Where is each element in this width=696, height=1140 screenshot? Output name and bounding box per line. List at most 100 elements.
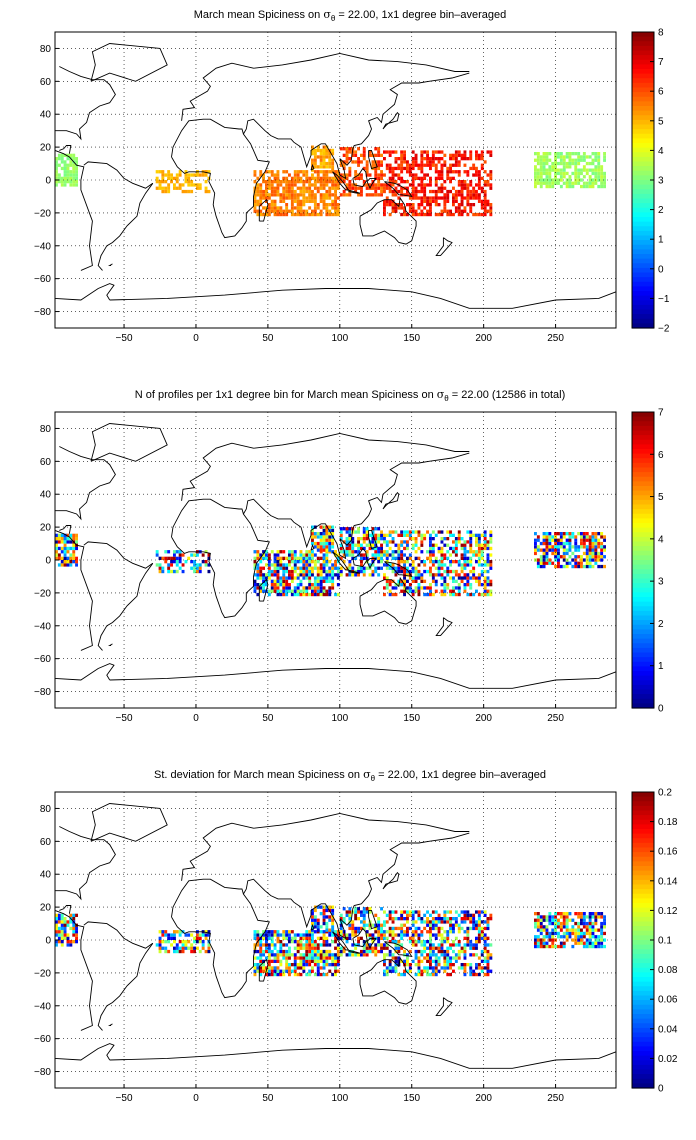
data-cell xyxy=(420,180,424,184)
data-cell xyxy=(551,548,555,552)
data-cell xyxy=(568,184,572,189)
data-cell xyxy=(265,196,268,200)
data-cell xyxy=(457,206,461,210)
data-cell xyxy=(259,589,263,593)
data-cell xyxy=(72,913,76,917)
data-cell xyxy=(466,203,470,207)
colorbar-tick-label: −1 xyxy=(658,294,670,305)
data-cell xyxy=(351,556,355,560)
data-cell xyxy=(452,170,455,174)
data-cell xyxy=(311,915,314,919)
data-cell xyxy=(536,538,540,542)
data-cell xyxy=(426,920,429,924)
colorbar-tick-label: 0.16 xyxy=(658,847,678,858)
data-cell xyxy=(308,936,312,940)
data-cell xyxy=(256,563,260,567)
data-cell xyxy=(305,180,309,184)
data-cell xyxy=(302,943,306,947)
data-cell xyxy=(273,193,277,197)
data-cell xyxy=(322,148,326,153)
data-cell xyxy=(354,550,358,554)
data-cell xyxy=(420,972,424,977)
data-cell xyxy=(426,966,429,970)
data-cell xyxy=(296,963,300,967)
data-cell xyxy=(60,940,64,944)
data-cell xyxy=(591,935,595,939)
data-cell xyxy=(345,936,349,940)
data-cell xyxy=(391,150,395,154)
data-cell xyxy=(545,928,549,932)
data-cell xyxy=(571,564,575,569)
colorbar-step xyxy=(632,1000,654,1006)
data-cell xyxy=(167,563,171,567)
data-cell xyxy=(293,959,297,963)
data-cell xyxy=(311,573,314,577)
data-cell xyxy=(362,907,366,911)
data-cell xyxy=(394,910,398,914)
data-cell xyxy=(417,576,421,580)
data-cell xyxy=(383,150,386,154)
data-cell xyxy=(417,910,421,914)
data-cell xyxy=(374,946,378,950)
data-cell xyxy=(480,157,484,161)
data-cell xyxy=(414,209,418,213)
data-cell xyxy=(403,160,406,164)
data-cell xyxy=(580,184,583,189)
colorbar-step xyxy=(632,499,654,506)
data-cell xyxy=(486,556,490,560)
data-cell xyxy=(285,586,289,590)
data-cell xyxy=(175,556,179,560)
data-cell xyxy=(374,553,378,557)
data-cell xyxy=(380,183,383,187)
data-cell xyxy=(559,921,563,926)
data-cell xyxy=(385,966,389,970)
data-cell xyxy=(57,153,61,157)
colorbar-step xyxy=(632,221,654,227)
data-cell xyxy=(559,168,563,172)
data-cell xyxy=(273,930,277,934)
data-cell xyxy=(571,171,575,176)
data-cell xyxy=(588,545,592,549)
data-cell xyxy=(489,592,493,597)
data-cell xyxy=(388,566,392,570)
data-cell xyxy=(282,573,286,577)
data-cell xyxy=(557,181,560,185)
data-cell xyxy=(63,546,67,551)
data-cell xyxy=(265,186,268,190)
data-cell xyxy=(463,583,467,587)
data-cell xyxy=(305,936,309,940)
data-cell xyxy=(55,556,58,560)
data-cell xyxy=(440,530,444,534)
colorbar-step xyxy=(632,1046,654,1052)
data-cell xyxy=(66,556,70,560)
data-cell xyxy=(285,566,289,570)
data-cell xyxy=(313,155,317,159)
data-cell xyxy=(440,209,444,213)
data-cell xyxy=(483,206,487,210)
data-cell xyxy=(170,943,173,947)
data-cell xyxy=(313,186,317,190)
data-cell xyxy=(305,943,309,947)
data-cell xyxy=(259,193,263,197)
data-cell xyxy=(486,579,490,583)
data-cell xyxy=(457,153,461,157)
data-cell xyxy=(477,556,481,560)
data-cell xyxy=(460,563,464,567)
data-cell xyxy=(288,949,291,954)
data-cell xyxy=(457,953,461,957)
data-cell xyxy=(385,579,389,583)
data-cell xyxy=(463,920,467,924)
data-cell xyxy=(417,917,421,921)
data-cell xyxy=(319,959,323,963)
data-cell xyxy=(285,206,289,210)
data-cell xyxy=(285,583,289,587)
data-cell xyxy=(429,963,432,967)
data-cell xyxy=(536,545,540,549)
colorbar-step xyxy=(632,573,654,580)
data-cell xyxy=(63,166,67,171)
colorbar-step xyxy=(632,495,654,501)
data-cell xyxy=(388,189,392,194)
data-cell xyxy=(316,969,320,973)
data-cell xyxy=(57,180,61,184)
data-cell xyxy=(545,175,549,179)
